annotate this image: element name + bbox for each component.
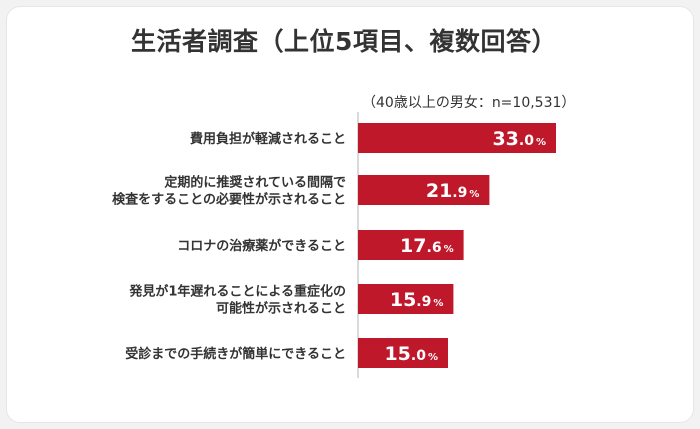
category-label: 可能性が示されること <box>216 301 346 317</box>
category-label: 定期的に推奨されている間隔で <box>163 175 346 191</box>
category-label: 発見が1年遅れることによる重症化の <box>128 284 346 300</box>
value-label: 15.0% <box>384 343 438 365</box>
bar <box>358 123 556 153</box>
bar <box>358 175 490 205</box>
bar <box>358 230 464 260</box>
category-label: 検査をすることの必要性が示されること <box>112 192 346 208</box>
chart-card <box>6 6 694 423</box>
bar <box>358 338 448 368</box>
value-label: 17.6% <box>400 235 454 257</box>
category-label: 費用負担が軽減されること <box>190 131 346 147</box>
bar <box>358 284 454 314</box>
value-label: 33.0% <box>492 128 546 150</box>
sample-note: （40歳以上の男女：n=10,531） <box>362 95 576 111</box>
value-label: 15.9% <box>390 289 444 311</box>
category-label: 受診までの手続きが簡単にできること <box>125 346 346 362</box>
value-label: 21.9% <box>426 180 480 202</box>
chart-title: 生活者調査（上位5項目、複数回答） <box>131 27 557 56</box>
category-label: コロナの治療薬ができること <box>177 238 346 254</box>
